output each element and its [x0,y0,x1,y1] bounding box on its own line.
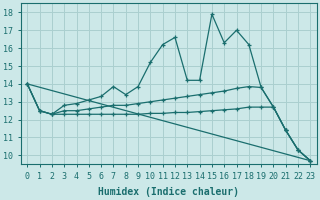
X-axis label: Humidex (Indice chaleur): Humidex (Indice chaleur) [98,186,239,197]
